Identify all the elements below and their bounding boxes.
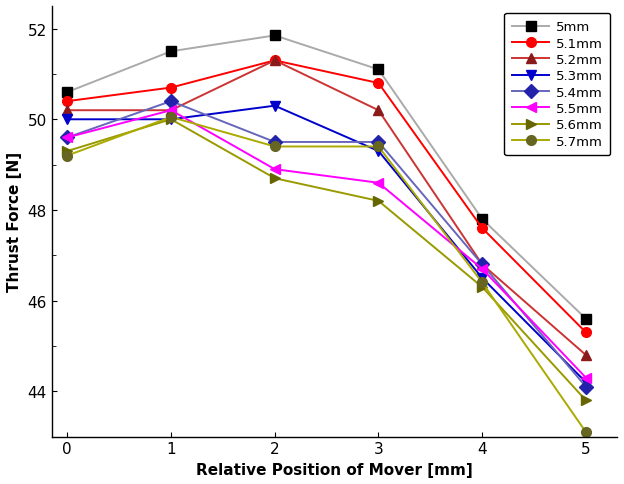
5.4mm	[479, 262, 486, 268]
Line: 5mm: 5mm	[62, 31, 591, 324]
Line: 5.1mm: 5.1mm	[62, 56, 591, 337]
Legend: 5mm, 5.1mm, 5.2mm, 5.3mm, 5.4mm, 5.5mm, 5.6mm, 5.7mm: 5mm, 5.1mm, 5.2mm, 5.3mm, 5.4mm, 5.5mm, …	[504, 14, 610, 156]
Line: 5.4mm: 5.4mm	[62, 97, 591, 392]
5.1mm	[64, 99, 71, 105]
Line: 5.7mm: 5.7mm	[62, 113, 591, 437]
5.6mm	[64, 149, 71, 154]
5.1mm	[167, 86, 175, 91]
Line: 5.6mm: 5.6mm	[62, 115, 591, 406]
5.5mm	[375, 181, 383, 186]
5.6mm	[582, 398, 590, 404]
5.2mm	[479, 262, 486, 268]
5.3mm	[64, 117, 71, 123]
5.6mm	[167, 117, 175, 123]
Line: 5.3mm: 5.3mm	[62, 102, 591, 387]
5.5mm	[64, 135, 71, 141]
5.1mm	[582, 330, 590, 335]
5.3mm	[167, 117, 175, 123]
5.4mm	[271, 140, 278, 146]
5.2mm	[64, 108, 71, 114]
5.3mm	[375, 149, 383, 154]
5.7mm	[64, 153, 71, 159]
5mm	[582, 316, 590, 322]
5.7mm	[271, 144, 278, 150]
5.3mm	[582, 379, 590, 385]
5mm	[167, 49, 175, 55]
5.5mm	[271, 167, 278, 173]
5.5mm	[167, 108, 175, 114]
5.7mm	[375, 144, 383, 150]
X-axis label: Relative Position of Mover [mm]: Relative Position of Mover [mm]	[196, 462, 473, 477]
5.5mm	[582, 375, 590, 381]
5mm	[64, 90, 71, 96]
5.4mm	[582, 384, 590, 390]
Y-axis label: Thrust Force [N]: Thrust Force [N]	[7, 152, 22, 292]
5.2mm	[582, 352, 590, 358]
5.6mm	[271, 176, 278, 182]
5.4mm	[64, 135, 71, 141]
5.4mm	[375, 140, 383, 146]
5.2mm	[375, 108, 383, 114]
5mm	[271, 33, 278, 39]
5.6mm	[375, 198, 383, 204]
Line: 5.5mm: 5.5mm	[62, 106, 591, 383]
5.1mm	[271, 58, 278, 64]
Line: 5.2mm: 5.2mm	[62, 56, 591, 360]
5.4mm	[167, 99, 175, 105]
5.2mm	[271, 58, 278, 64]
5.1mm	[479, 226, 486, 231]
5.7mm	[479, 280, 486, 286]
5.2mm	[167, 108, 175, 114]
5.3mm	[271, 104, 278, 109]
5.6mm	[479, 285, 486, 290]
5mm	[375, 67, 383, 73]
5.7mm	[582, 429, 590, 435]
5mm	[479, 217, 486, 223]
5.3mm	[479, 275, 486, 281]
5.1mm	[375, 81, 383, 87]
5.7mm	[167, 115, 175, 121]
5.5mm	[479, 266, 486, 272]
